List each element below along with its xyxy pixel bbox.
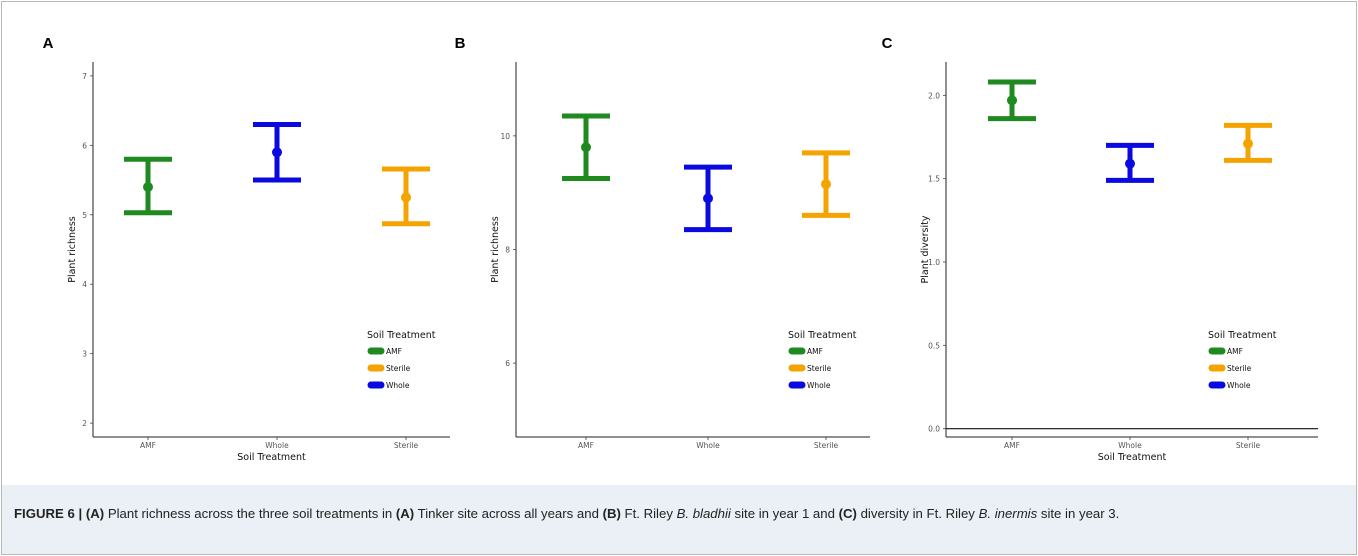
error-bar-sterile xyxy=(382,166,430,227)
mean-point xyxy=(1007,95,1017,106)
caption-species: B. inermis xyxy=(978,506,1038,521)
caption-panel-ref: (C) xyxy=(838,506,857,521)
caption-panel-ref: (A) xyxy=(85,506,105,521)
y-tick-label: 1.0 xyxy=(928,258,940,267)
panel-letter: B xyxy=(455,35,466,52)
caption-figure-label: FIGURE 6 | xyxy=(14,506,86,521)
caption-band xyxy=(2,485,1356,554)
y-tick-label: 0.5 xyxy=(928,341,940,350)
legend-label: Sterile xyxy=(807,364,832,373)
y-tick-label: 4 xyxy=(82,280,87,289)
x-axis-title: Soil Treatment xyxy=(1098,452,1167,463)
legend: Soil Treatment AMF Sterile Whole xyxy=(788,330,857,390)
panel-letter: C xyxy=(882,35,893,52)
caption-text: Plant richness across the three soil tre… xyxy=(104,506,396,521)
x-tick-label: Whole xyxy=(1118,441,1142,450)
x-axis-title: Soil Treatment xyxy=(237,452,306,463)
caption-panel-ref: (B) xyxy=(602,506,621,521)
chart-panel-b: B 6 8 10 AMF Whole Sterile Plant richness Soil T… xyxy=(455,35,870,450)
error-bar-whole xyxy=(684,164,732,233)
figure-charts: A 2 3 4 5 6 7 AMF Whole Sterile Soil Treatment Plan… xyxy=(43,35,1318,463)
mean-point xyxy=(581,142,591,153)
x-tick-label: AMF xyxy=(1004,441,1020,450)
error-bar-whole xyxy=(1106,142,1154,183)
panel-letter: A xyxy=(43,35,54,52)
x-tick-label: AMF xyxy=(140,441,156,450)
legend-title: Soil Treatment xyxy=(1208,330,1277,341)
legend-label: Whole xyxy=(386,381,410,390)
caption-text: site in year 1 and xyxy=(730,506,839,521)
legend: Soil Treatment AMF Sterile Whole xyxy=(367,330,436,390)
y-tick-label: 5 xyxy=(82,211,87,220)
legend-label: Whole xyxy=(807,381,831,390)
mean-point xyxy=(1125,158,1135,169)
y-tick-label: 7 xyxy=(82,72,87,81)
mean-point xyxy=(401,192,411,203)
figure-caption: FIGURE 6 | (A) Plant richness across the… xyxy=(14,503,1344,524)
error-bar-sterile xyxy=(802,150,850,218)
y-tick-label: 1.5 xyxy=(928,175,940,184)
x-tick-label: Sterile xyxy=(394,441,419,450)
legend-label: Whole xyxy=(1227,381,1251,390)
mean-point xyxy=(1243,138,1253,149)
y-tick-label: 3 xyxy=(82,350,87,359)
caption-text: Tinker site across all years and xyxy=(414,506,603,521)
y-axis-title: Plant richness xyxy=(67,216,78,283)
legend-title: Soil Treatment xyxy=(367,330,436,341)
error-bar-amf xyxy=(988,79,1036,122)
chart-panel-a: A 2 3 4 5 6 7 AMF Whole Sterile Soil Treatment Plan… xyxy=(43,35,450,463)
error-bar-sterile xyxy=(1224,122,1272,163)
mean-point xyxy=(821,179,831,190)
legend-label: AMF xyxy=(386,347,402,356)
mean-point xyxy=(143,182,153,192)
legend-label: AMF xyxy=(1227,347,1243,356)
y-tick-label: 10 xyxy=(500,132,510,141)
y-tick-label: 8 xyxy=(505,246,510,255)
y-tick-label: 6 xyxy=(505,359,510,368)
x-tick-label: Sterile xyxy=(814,441,839,450)
y-tick-label: 2.0 xyxy=(928,91,940,100)
x-tick-label: AMF xyxy=(578,441,594,450)
error-bar-whole xyxy=(253,122,301,183)
x-tick-label: Whole xyxy=(265,441,289,450)
y-axis-title: Plant richness xyxy=(490,216,501,283)
y-tick-label: 2 xyxy=(82,419,87,428)
x-tick-label: Whole xyxy=(696,441,720,450)
legend: Soil Treatment AMF Sterile Whole xyxy=(1208,330,1277,390)
y-tick-label: 0.0 xyxy=(928,425,940,434)
mean-point xyxy=(703,193,713,204)
caption-species: B. bladhii xyxy=(676,506,731,521)
legend-label: Sterile xyxy=(1227,364,1252,373)
caption-panel-ref: (A) xyxy=(395,506,415,521)
y-tick-label: 6 xyxy=(82,141,87,150)
legend-label: Sterile xyxy=(386,364,411,373)
legend-label: AMF xyxy=(807,347,823,356)
y-axis-title: Plant diversity xyxy=(920,215,931,283)
mean-point xyxy=(272,147,282,158)
error-bar-amf xyxy=(124,156,172,216)
caption-text: diversity in Ft. Riley xyxy=(856,506,979,521)
x-tick-label: Sterile xyxy=(1236,441,1261,450)
error-bar-amf xyxy=(562,113,610,181)
legend-title: Soil Treatment xyxy=(788,330,857,341)
caption-text: site in year 3. xyxy=(1037,506,1120,521)
caption-text: Ft. Riley xyxy=(620,506,677,521)
